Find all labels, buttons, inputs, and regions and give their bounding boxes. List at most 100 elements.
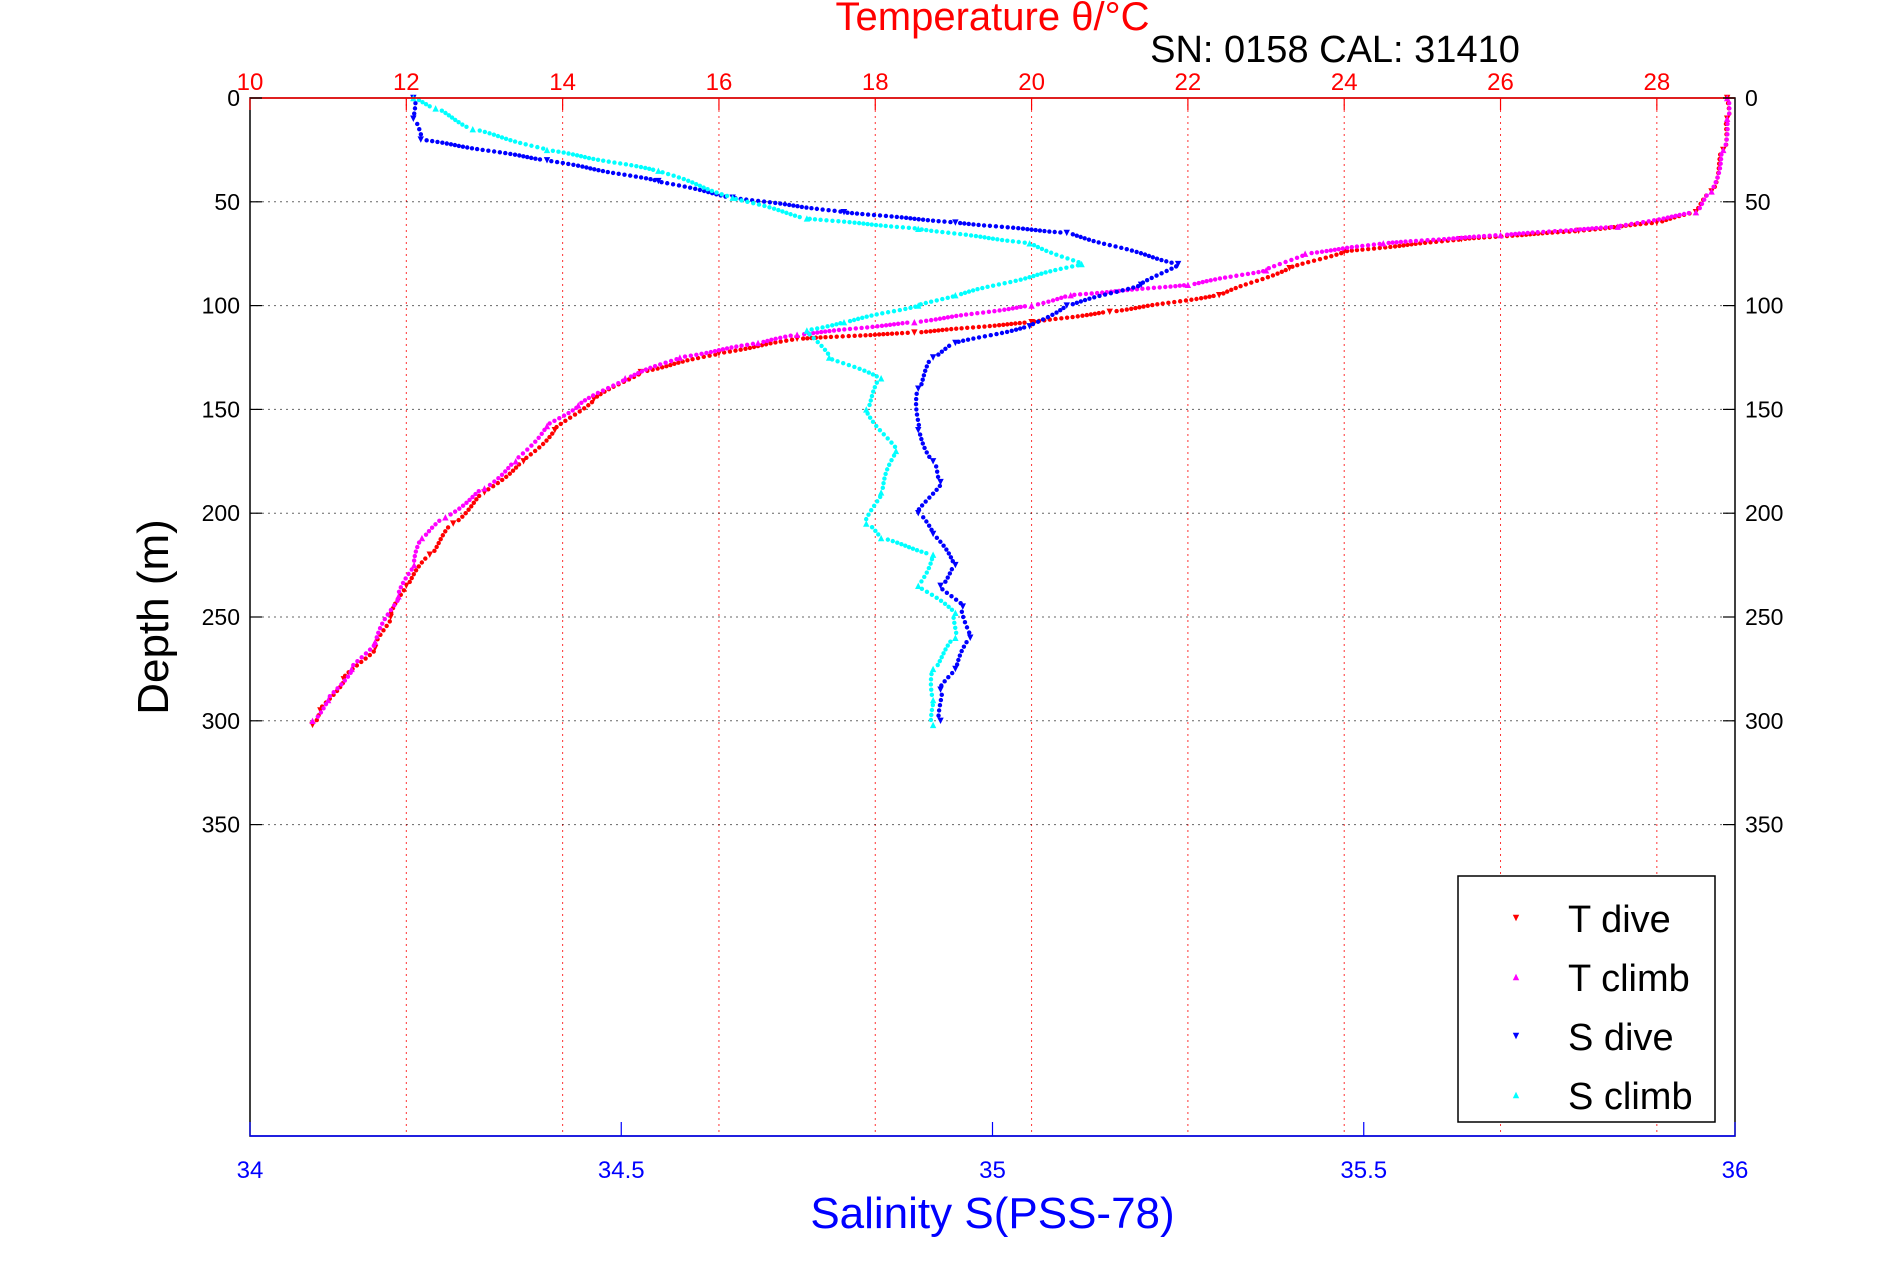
data-point [999,224,1005,230]
data-point [917,432,923,437]
data-point [940,229,945,235]
data-point [563,418,568,424]
data-point [968,233,974,238]
data-point [1228,274,1233,279]
data-point [914,407,919,412]
data-point [550,148,556,154]
data-point [911,319,918,326]
data-point [1022,240,1027,245]
data-point [1294,255,1300,261]
data-point [1623,222,1629,228]
data-point [1713,179,1718,185]
data-point [982,324,987,329]
data-point [663,360,668,365]
data-point [659,179,664,185]
data-point [962,221,967,226]
data-point [1005,322,1010,327]
data-point [959,603,966,610]
depth-tick-label-left: 350 [202,812,240,838]
data-point [874,380,880,385]
data-point [440,533,446,538]
data-point [1334,252,1339,257]
data-point [418,534,426,542]
data-point [883,213,889,219]
data-point [1134,249,1139,255]
data-point [1063,294,1068,299]
data-point [1332,247,1337,253]
data-point [903,215,909,221]
data-point [953,625,958,630]
data-point [925,218,931,223]
data-point [819,329,824,335]
data-point [937,658,942,664]
data-point [949,314,955,319]
data-point [481,485,488,492]
data-point [1174,260,1182,268]
data-point [1018,304,1023,310]
data-point [809,327,814,332]
data-point [733,196,739,202]
data-point [543,157,551,164]
data-point [791,203,796,208]
data-point [870,419,876,425]
data-point [755,198,761,204]
data-point [935,662,940,668]
data-point [883,323,889,328]
data-point [946,604,951,610]
data-point [1063,302,1070,309]
data-point [992,323,997,328]
data-point [797,214,802,220]
data-point [595,157,601,163]
data-point [1080,313,1085,318]
data-point [888,224,894,229]
data-point [416,540,422,545]
data-point [537,157,543,162]
data-point [952,339,959,347]
data-point [1692,208,1700,216]
data-point [929,556,935,562]
data-point [685,358,690,363]
data-point [510,468,516,473]
data-point [822,347,828,352]
data-point [1028,302,1035,309]
data-point [1265,275,1271,280]
data-point [580,164,585,169]
data-point [1640,219,1646,225]
data-point [1031,243,1037,248]
data-point [1183,298,1189,303]
data-point [1594,225,1599,231]
data-point [387,619,392,624]
data-point [1089,291,1094,296]
data-point [878,223,883,228]
data-point [1150,302,1155,308]
data-point [1037,228,1043,233]
data-point [734,344,739,349]
data-point [787,202,792,208]
data-point [1035,272,1040,278]
data-point [894,224,900,230]
data-point [765,338,770,344]
data-point [639,369,645,374]
data-point [509,462,514,467]
data-point [840,334,845,339]
data-point [1517,231,1522,236]
data-point [905,320,910,325]
data-point [554,159,560,165]
data-point [936,218,941,224]
data-point [916,217,921,222]
data-point [1053,316,1058,322]
data-point [460,122,465,127]
data-point [1010,225,1016,230]
data-point [973,233,979,239]
data-point [928,299,934,304]
data-point [1403,239,1408,244]
data-point [894,331,900,336]
data-point [900,225,906,230]
data-point [948,639,953,644]
data-point [800,336,806,341]
data-point [738,347,743,352]
data-point [1360,243,1365,249]
data-point [959,648,964,654]
data-point [782,202,788,207]
data-point [335,686,340,691]
